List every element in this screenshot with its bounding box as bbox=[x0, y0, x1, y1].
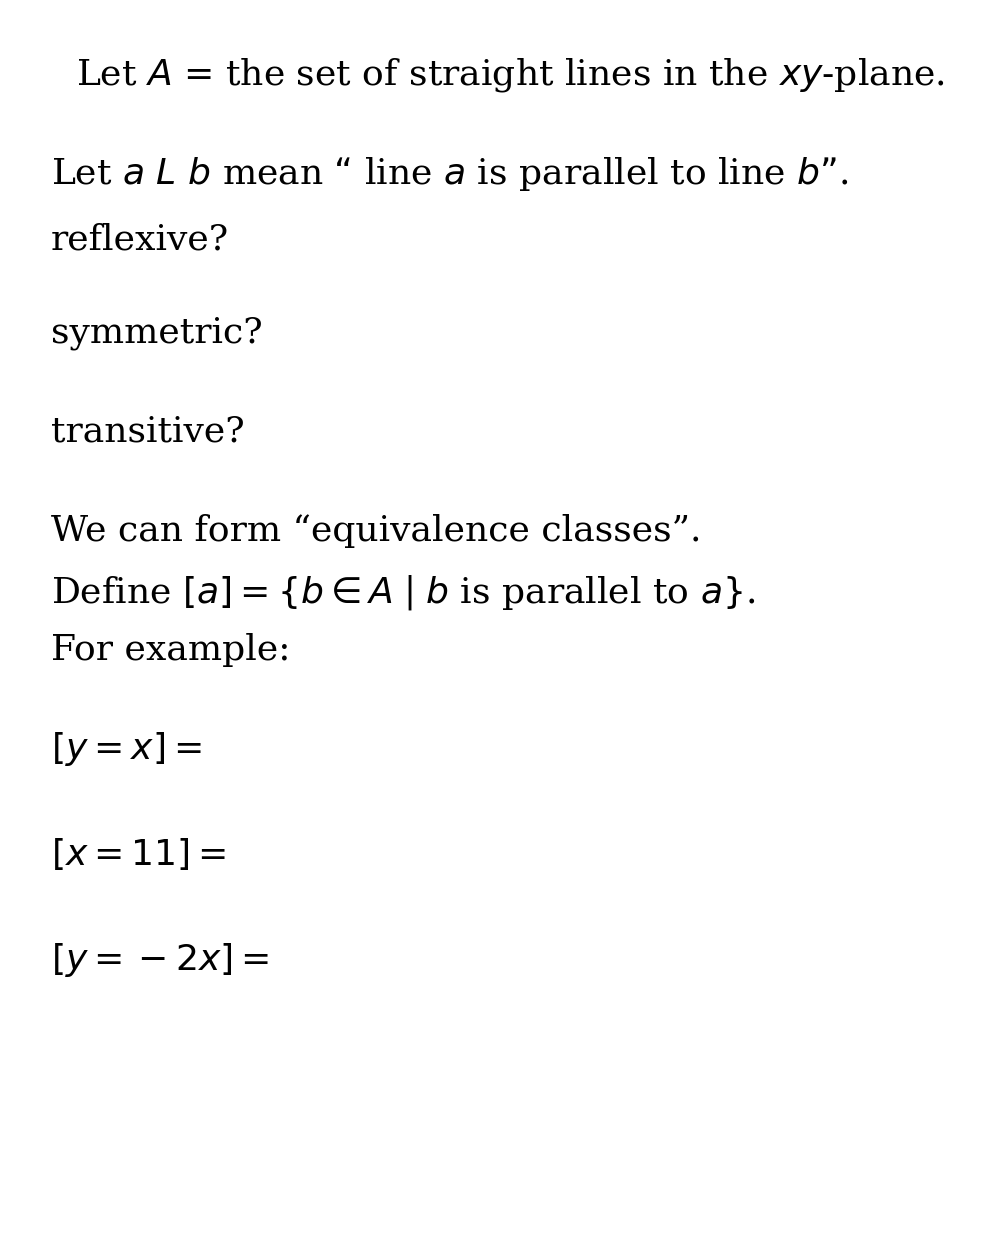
Text: $[x = 11] =$: $[x = 11] =$ bbox=[50, 836, 226, 872]
Text: transitive?: transitive? bbox=[50, 415, 244, 448]
Text: Define $[a] = \{b \in A \mid b$ is parallel to $a\}$.: Define $[a] = \{b \in A \mid b$ is paral… bbox=[50, 573, 755, 612]
Text: $[y = x] =$: $[y = x] =$ bbox=[50, 730, 202, 769]
Text: Let $a$ $L$ $b$ mean “ line $a$ is parallel to line $b$”.: Let $a$ $L$ $b$ mean “ line $a$ is paral… bbox=[50, 155, 848, 193]
Text: $[y = -2x] =$: $[y = -2x] =$ bbox=[50, 941, 269, 979]
Text: We can form “equivalence classes”.: We can form “equivalence classes”. bbox=[50, 514, 701, 547]
Text: reflexive?: reflexive? bbox=[50, 223, 229, 256]
Text: Let $A$ = the set of straight lines in the $xy$-plane.: Let $A$ = the set of straight lines in t… bbox=[76, 56, 945, 94]
Text: symmetric?: symmetric? bbox=[50, 316, 262, 349]
Text: For example:: For example: bbox=[50, 633, 290, 666]
